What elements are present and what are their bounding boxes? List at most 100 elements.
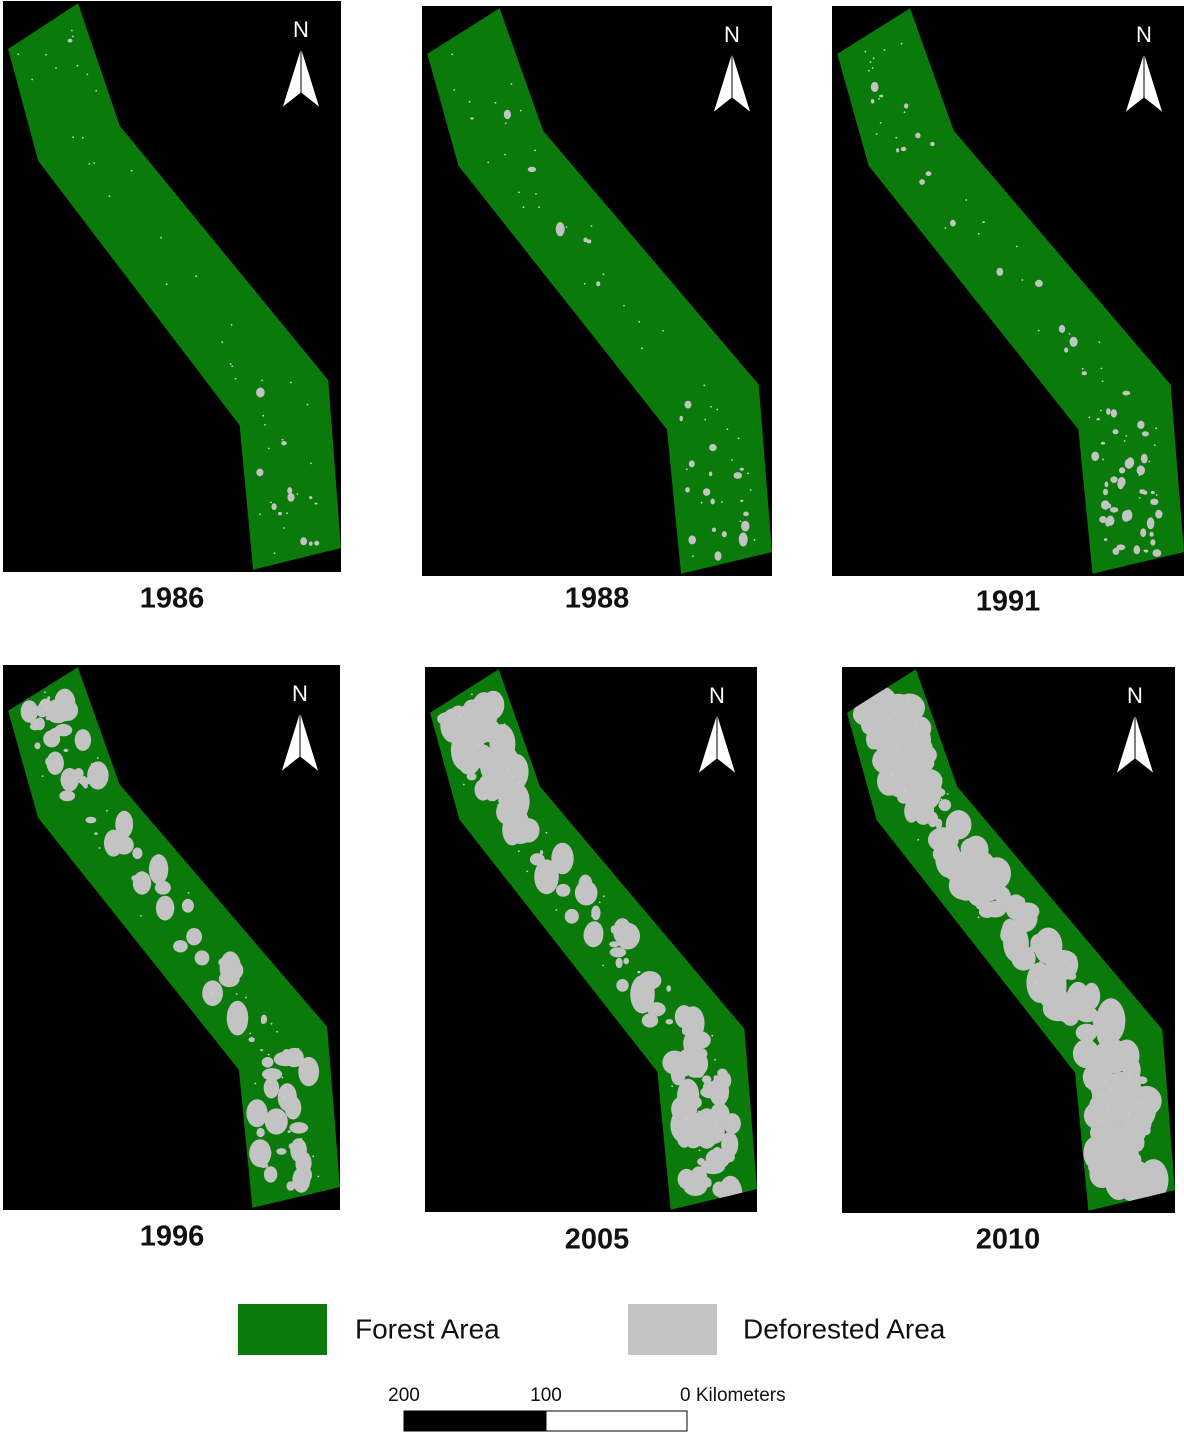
clearing-speck (1124, 440, 1126, 442)
map-panel: N (425, 667, 757, 1212)
clearing-speck (904, 111, 906, 113)
deforested-patch (309, 496, 312, 499)
deforested-patch (905, 759, 924, 772)
clearing-speck (286, 512, 288, 514)
map-panel: N (422, 6, 772, 576)
deforested-patch (610, 947, 627, 957)
clearing-speck (99, 847, 101, 849)
clearing-speck (245, 997, 247, 999)
deforested-patch (881, 695, 897, 714)
clearing-speck (873, 57, 875, 59)
deforested-patch (1150, 499, 1158, 505)
deforested-patch (1097, 418, 1100, 420)
clearing-speck (131, 170, 133, 172)
clearing-speck (703, 385, 705, 387)
scale-bar-white (546, 1411, 687, 1431)
deforested-patch (710, 1090, 717, 1096)
deforested-patch (256, 1128, 264, 1137)
clearing-speck (310, 463, 312, 465)
deforested-patch (1064, 347, 1068, 352)
clearing-speck (453, 89, 455, 91)
deforested-patch (877, 743, 902, 765)
deforested-patch (133, 871, 151, 894)
clearing-speck (546, 832, 548, 834)
clearing-speck (267, 1170, 269, 1172)
clearing-speck (526, 871, 528, 873)
clearing-speck (701, 502, 703, 504)
clearing-speck (505, 122, 507, 124)
deforested-patch (715, 551, 722, 561)
deforested-patch (1100, 1087, 1114, 1096)
deforested-patch (1096, 998, 1125, 1043)
deforested-patch (47, 696, 50, 699)
deforested-patch (685, 487, 690, 492)
clearing-speck (297, 1048, 299, 1050)
clearing-speck (1065, 961, 1067, 963)
deforested-patch (437, 712, 461, 726)
clearing-speck (1155, 427, 1157, 429)
deforested-patch (926, 171, 932, 176)
clearing-speck (916, 721, 918, 723)
clearing-speck (316, 503, 318, 505)
clearing-speck (872, 759, 874, 761)
clearing-speck (89, 163, 91, 165)
deforested-patch (575, 881, 598, 906)
clearing-speck (130, 825, 132, 827)
clearing-speck (290, 382, 292, 384)
deforested-patch (281, 441, 287, 445)
clearing-speck (711, 1035, 713, 1037)
clearing-speck (230, 363, 232, 365)
deforested-patch (260, 1049, 263, 1051)
clearing-speck (686, 1118, 688, 1120)
legend-swatch (628, 1304, 717, 1355)
clearing-speck (692, 555, 694, 557)
clearing-speck (591, 915, 593, 917)
deforested-patch (871, 82, 879, 92)
deforested-patch (309, 542, 313, 546)
figure: N1986N1988N1991N1996N2005N2010Forest Are… (0, 0, 1184, 1435)
deforested-patch (950, 220, 956, 227)
deforested-patch (1099, 516, 1107, 523)
deforested-patch (250, 1144, 271, 1162)
clearing-speck (93, 162, 95, 164)
north-label: N (724, 22, 740, 47)
clearing-speck (307, 404, 309, 406)
deforested-patch (1119, 467, 1125, 473)
deforested-patch (741, 521, 749, 532)
clearing-speck (1109, 1089, 1111, 1091)
deforested-patch (287, 493, 294, 502)
map-panel: N (3, 1, 341, 572)
deforested-patch (712, 528, 716, 532)
deforested-patch (616, 923, 640, 950)
deforested-patch (927, 812, 938, 828)
clearing-speck (300, 1053, 302, 1055)
clearing-speck (477, 744, 479, 746)
deforested-patch (155, 881, 171, 895)
clearing-speck (1125, 435, 1127, 437)
clearing-speck (1099, 341, 1101, 343)
map-panel: N (842, 667, 1175, 1213)
clearing-speck (77, 65, 79, 67)
deforested-patch (1101, 442, 1105, 445)
deforested-patch (711, 1147, 723, 1163)
deforested-patch (1110, 507, 1118, 513)
clearing-speck (1086, 1085, 1088, 1087)
deforested-patch (1059, 325, 1065, 333)
clearing-speck (282, 439, 284, 441)
clearing-speck (1038, 330, 1040, 332)
clearing-speck (653, 1010, 655, 1012)
clearing-speck (727, 428, 729, 430)
deforested-patch (919, 179, 925, 185)
deforested-patch (23, 702, 35, 720)
deforested-patch (83, 783, 88, 788)
clearing-speck (731, 459, 733, 461)
clearing-speck (259, 513, 261, 515)
deforested-patch (281, 1049, 292, 1065)
north-label: N (1136, 22, 1152, 47)
clearing-speck (638, 321, 640, 323)
clearing-speck (880, 122, 882, 124)
clearing-speck (622, 944, 624, 946)
clearing-speck (1088, 417, 1090, 419)
deforested-patch (50, 728, 63, 736)
clearing-speck (31, 79, 33, 81)
